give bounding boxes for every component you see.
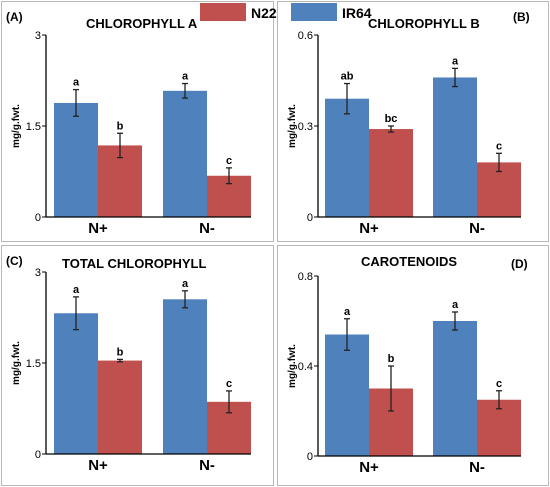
panel-2-significance-label: ab bbox=[341, 71, 354, 83]
panel-4-y-tick-label: 0.4 bbox=[298, 361, 313, 373]
panel-2-bar-ir64-1 bbox=[433, 77, 477, 217]
panel-4-bar-ir64-0 bbox=[325, 334, 369, 456]
panel-2-significance-label: a bbox=[452, 55, 459, 67]
panel-3-significance-label: a bbox=[182, 278, 189, 290]
panel-4-significance-label: c bbox=[496, 378, 502, 390]
panel-3-significance-label: c bbox=[226, 378, 232, 390]
panel-b-letter: (B) bbox=[513, 10, 530, 24]
panel-3-x-tick-label: N- bbox=[199, 457, 215, 474]
panel-4-significance-label: a bbox=[452, 299, 459, 311]
panel-4-y-tick-label: 0 bbox=[307, 451, 313, 463]
panel-4-y-tick-label: 0.8 bbox=[298, 271, 313, 283]
panel-4-x-tick-label: N+ bbox=[359, 459, 379, 476]
panel-c-frame bbox=[1, 245, 274, 486]
panel-3-y-tick-label: 1.5 bbox=[26, 358, 41, 370]
panel-c-title: TOTAL CHLOROPHYLL bbox=[62, 256, 207, 271]
panel-d-letter: (D) bbox=[511, 257, 528, 271]
panel-d-title: CAROTENOIDS bbox=[361, 254, 457, 269]
panel-3-bar-ir64-1 bbox=[163, 299, 207, 454]
panel-c-letter: (C) bbox=[6, 254, 23, 268]
panel-3-y-axis-label: mg/g.fwt. bbox=[11, 341, 22, 385]
panel-3-bar-n22-0 bbox=[98, 360, 142, 454]
panel-1-significance-label: a bbox=[73, 77, 80, 89]
legend-swatch-n22 bbox=[200, 3, 246, 21]
panel-4-x-tick-label: N- bbox=[469, 459, 485, 476]
panel-3-x-tick-label: N+ bbox=[88, 457, 108, 474]
panel-1-y-tick-label: 1.5 bbox=[26, 121, 41, 133]
panel-2-y-axis-label: mg/g.fwt. bbox=[287, 104, 298, 148]
legend: N22 IR64 bbox=[200, 3, 372, 21]
legend-label-n22: N22 bbox=[251, 5, 277, 21]
legend-swatch-ir64 bbox=[291, 3, 337, 21]
panel-4-significance-label: a bbox=[344, 306, 351, 318]
panel-1-significance-label: b bbox=[117, 120, 124, 132]
panel-4-y-axis-label: mg/g.fwt. bbox=[287, 344, 298, 388]
panel-1-x-tick-label: N+ bbox=[88, 220, 108, 237]
panel-2-y-tick-label: 0.6 bbox=[298, 30, 313, 42]
panel-1-significance-label: c bbox=[226, 155, 232, 167]
panel-3-significance-label: a bbox=[73, 284, 80, 296]
panel-2-x-tick-label: N- bbox=[469, 220, 485, 237]
panel-4-significance-label: b bbox=[388, 353, 395, 365]
panel-b-frame bbox=[277, 1, 549, 242]
panel-2-y-tick-label: 0 bbox=[307, 212, 313, 224]
panel-1-bar-ir64-1 bbox=[163, 90, 207, 217]
panel-1-significance-label: a bbox=[182, 71, 189, 83]
panel-a-frame bbox=[1, 1, 274, 242]
panel-2-significance-label: bc bbox=[385, 113, 398, 125]
panel-2-bar-n22-0 bbox=[369, 129, 413, 217]
panel-b-title: CHLOROPHYLL B bbox=[368, 16, 480, 31]
panel-1-y-axis-label: mg/g.fwt. bbox=[11, 104, 22, 148]
panel-2-significance-label: c bbox=[496, 140, 502, 152]
panel-1-y-tick-label: 0 bbox=[35, 212, 41, 224]
panel-1-x-tick-label: N- bbox=[199, 220, 215, 237]
panel-a-letter: (A) bbox=[6, 10, 23, 24]
legend-label-ir64: IR64 bbox=[342, 5, 372, 21]
panel-3-significance-label: b bbox=[117, 346, 124, 358]
panel-2-bar-ir64-0 bbox=[325, 98, 369, 217]
panel-3-y-tick-label: 0 bbox=[35, 449, 41, 461]
panel-1-bar-ir64-0 bbox=[54, 102, 98, 217]
panel-3-bar-ir64-0 bbox=[54, 313, 98, 454]
panel-2-y-tick-label: 0.3 bbox=[298, 121, 313, 133]
panel-3-y-tick-label: 3 bbox=[35, 267, 41, 279]
panel-1-y-tick-label: 3 bbox=[35, 30, 41, 42]
panel-4-bar-ir64-1 bbox=[433, 321, 477, 456]
panel-2-x-tick-label: N+ bbox=[359, 220, 379, 237]
panel-d-frame bbox=[277, 245, 549, 486]
panel-a-title: CHLOROPHYLL A bbox=[86, 16, 198, 31]
